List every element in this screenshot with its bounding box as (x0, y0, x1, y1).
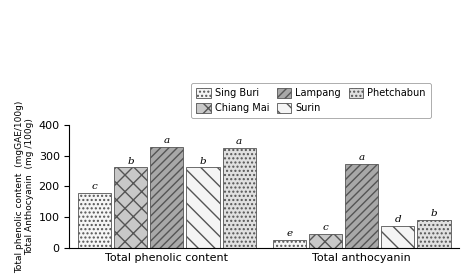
Text: b: b (200, 157, 206, 165)
Bar (186, 167, 219, 248)
Bar (114, 167, 147, 248)
Bar (222, 148, 256, 248)
Text: a: a (164, 136, 170, 145)
Bar (309, 234, 342, 248)
Bar (345, 164, 378, 248)
Bar (381, 226, 414, 248)
Text: c: c (91, 182, 97, 191)
Text: d: d (394, 215, 401, 224)
Text: c: c (322, 223, 328, 232)
Bar (273, 240, 306, 248)
Bar (78, 193, 111, 248)
Bar (417, 220, 451, 248)
Text: e: e (286, 229, 292, 238)
Legend: Sing Buri, Chiang Mai, Lampang, Surin, Phetchabun: Sing Buri, Chiang Mai, Lampang, Surin, P… (191, 83, 430, 118)
Text: a: a (358, 153, 365, 162)
Y-axis label: Total phenolic content  (mgGAE/100g)
Total Anthocyanin  (mg /100g): Total phenolic content (mgGAE/100g) Tota… (15, 100, 35, 273)
Text: b: b (128, 157, 134, 165)
Text: b: b (431, 209, 438, 218)
Bar (150, 147, 183, 248)
Text: a: a (236, 137, 242, 146)
